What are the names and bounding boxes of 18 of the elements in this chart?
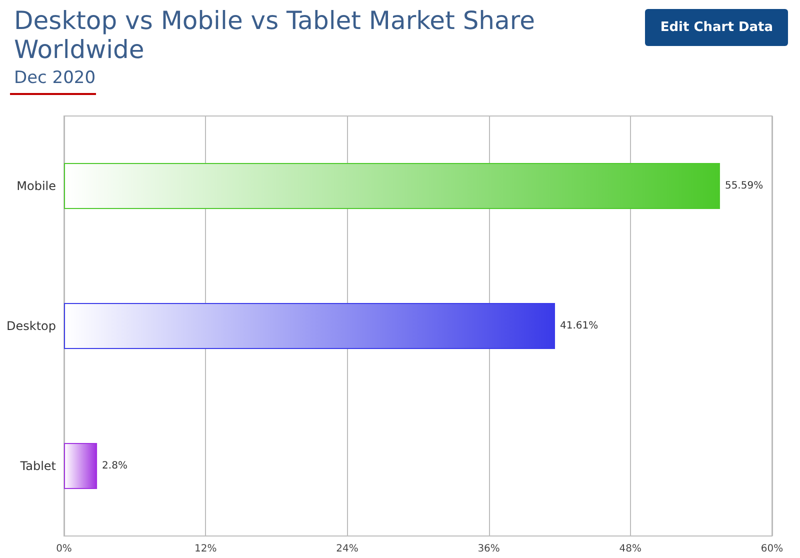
bar [64, 443, 98, 489]
x-tick-label: 48% [619, 544, 642, 554]
x-tick-label: 24% [336, 544, 358, 554]
x-tick-label: 12% [194, 544, 217, 554]
x-tick-label: 60% [760, 544, 784, 554]
chart-title: Desktop vs Mobile vs Tablet Market Share Worldwide [14, 6, 536, 64]
data-label: 55.59% [724, 180, 764, 192]
data-label: 41.61% [560, 320, 598, 332]
bar [64, 303, 555, 349]
chart-subtitle: Dec 2020 [14, 68, 96, 88]
y-tick-label: Tablet [19, 459, 56, 473]
button: Edit Chart Data [645, 9, 788, 46]
y-tick-label: Mobile [16, 179, 56, 193]
x-tick-label: 36% [478, 544, 500, 554]
y-tick-label: Desktop [6, 319, 56, 333]
bar [64, 163, 720, 209]
x-tick-label: 0% [56, 544, 72, 554]
data-label: 2.8% [102, 460, 128, 472]
